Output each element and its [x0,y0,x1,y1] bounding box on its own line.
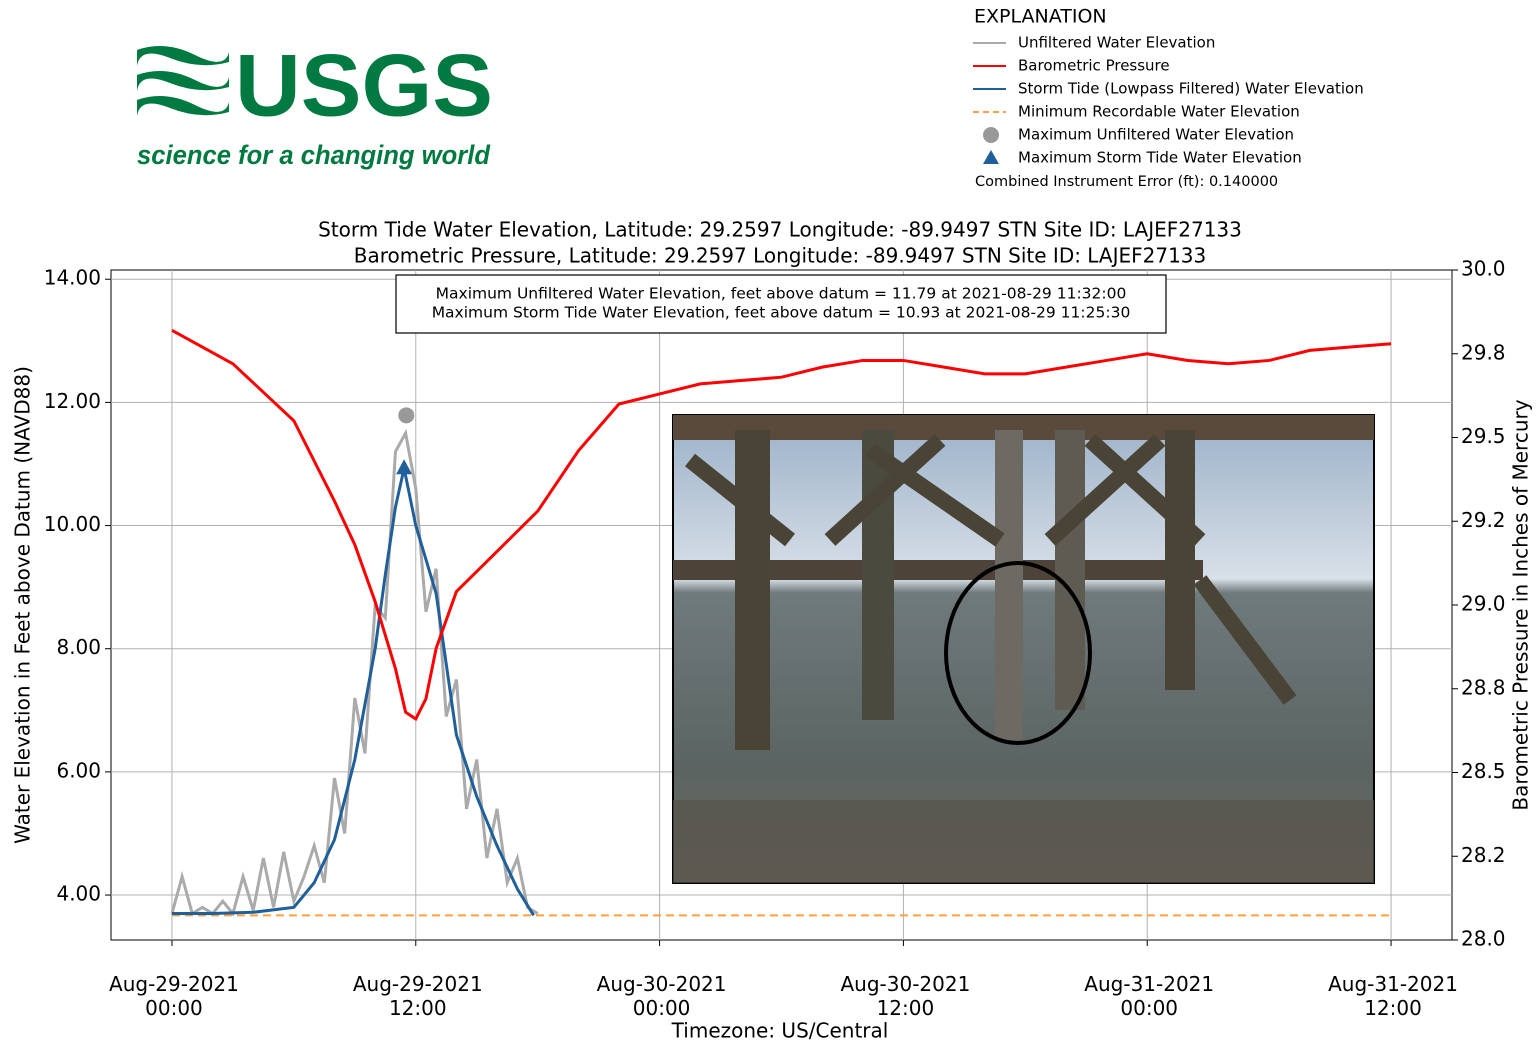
legend-label: Minimum Recordable Water Elevation [1018,103,1300,121]
y-tick-label: 8.00 [56,635,101,659]
y2-tick-label: 29.2 [1461,508,1506,532]
max-marker [398,407,414,423]
photo-piling [1165,430,1195,690]
y2-tick-label: 28.8 [1461,675,1506,699]
x-tick-label: Aug-31-2021 12:00 [1313,972,1473,1020]
y-tick-label: 12.00 [44,389,101,413]
page: USGS science for a changing world EXPLAN… [0,0,1538,1046]
y2-tick-label: 28.2 [1461,843,1506,867]
x-axis-label: Timezone: US/Central [671,1019,889,1043]
legend-label: Unfiltered Water Elevation [1018,34,1215,52]
legend-swatch [983,127,999,143]
y-tick-label: 6.00 [56,758,101,782]
y2-tick-label: 28.5 [1461,759,1506,783]
photo [673,415,1374,883]
photo-piling [862,430,894,720]
y2-tick-label: 29.8 [1461,340,1506,364]
chart-title: Storm Tide Water Elevation, Latitude: 29… [318,218,1242,242]
x-tick-label: Aug-29-2021 00:00 [94,972,254,1020]
legend: Unfiltered Water Elevation Barometric Pre… [973,34,1364,167]
y2-tick-label: 29.0 [1461,592,1506,616]
logo-text: USGS [235,35,493,134]
y-tick-label: 10.00 [44,512,101,536]
photo-piling [1055,430,1085,710]
series-line [172,433,538,913]
logo-tagline: science for a changing world [137,140,490,170]
photo-sand [673,800,1374,883]
y2-axis-label: Barometric Pressure in Inches of Mercury [1509,399,1533,810]
y2-tick-label: 28.0 [1461,927,1506,951]
photo-piling [735,430,770,750]
photo-deck [673,415,1374,440]
x-tick-label: Aug-30-2021 00:00 [582,972,742,1020]
logo: USGS science for a changing world [137,35,493,170]
x-tick-label: Aug-31-2021 00:00 [1069,972,1229,1020]
y-tick-label: 4.00 [56,882,101,906]
legend-label: Maximum Storm Tide Water Elevation [1018,149,1302,167]
legend-swatch [983,150,999,164]
y-tick-label: 14.00 [44,266,101,290]
legend-label: Storm Tide (Lowpass Filtered) Water Elev… [1018,80,1364,98]
y2-tick-label: 29.5 [1461,424,1506,448]
chart-title: Barometric Pressure, Latitude: 29.2597 L… [354,244,1207,268]
photo-piling [995,430,1023,740]
legend-label: Maximum Unfiltered Water Elevation [1018,126,1294,144]
legend-title: EXPLANATION [974,6,1107,28]
annotation: Maximum Unfiltered Water Elevation, feet… [436,285,1127,303]
note: Combined Instrument Error (ft): 0.140000 [975,174,1278,190]
y-axis-label: Water Elevation in Feet above Datum (NAV… [11,366,35,844]
annotation: Maximum Storm Tide Water Elevation, feet… [432,304,1131,322]
legend-label: Barometric Pressure [1018,57,1170,75]
x-tick-label: Aug-30-2021 12:00 [825,972,985,1020]
series-line [172,468,534,915]
chart: USGS science for a changing world EXPLAN… [0,0,1538,1046]
y2-tick-label: 30.0 [1461,257,1506,281]
x-tick-label: Aug-29-2021 12:00 [338,972,498,1020]
